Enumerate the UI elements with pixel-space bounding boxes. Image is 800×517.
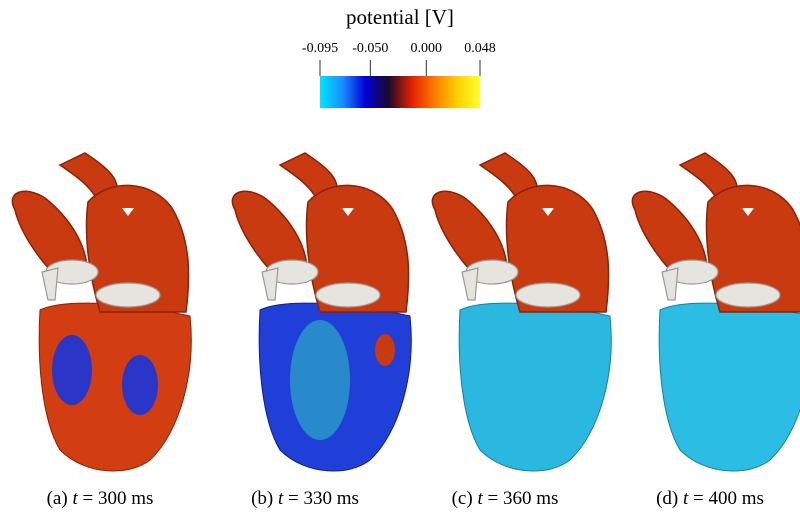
caption-label: (c) — [452, 488, 473, 509]
caption-time: = 300 ms — [82, 488, 153, 509]
caption-symbol: t — [683, 488, 689, 509]
caption-label: (b) — [251, 488, 273, 509]
caption-symbol: t — [72, 488, 78, 509]
caption: (c) t = 360 ms — [452, 488, 559, 509]
captions: (a) t = 300 ms (b) t = 330 ms (c) t = 360 … — [47, 488, 764, 509]
colorbar-tick-label: -0.095 — [302, 41, 338, 56]
caption-symbol: t — [477, 488, 483, 509]
colorbar-title: potential [V] — [346, 5, 454, 29]
caption: (d) t = 400 ms — [656, 488, 764, 509]
colorbar-tick-label: -0.050 — [352, 41, 388, 56]
heart-c — [431, 152, 612, 472]
heart-d — [631, 152, 800, 472]
caption-label: (d) — [656, 488, 678, 509]
heart-b — [231, 152, 412, 472]
caption-symbol: t — [278, 488, 284, 509]
caption-label: (a) — [47, 488, 68, 509]
caption: (a) t = 300 ms — [47, 488, 154, 509]
caption-time: = 330 ms — [288, 488, 359, 509]
caption: (b) t = 330 ms — [251, 488, 359, 509]
colorbar — [320, 76, 480, 108]
colorbar-tick-label: 0.048 — [464, 41, 496, 56]
caption-time: = 360 ms — [487, 488, 558, 509]
caption-time: = 400 ms — [693, 488, 764, 509]
heart-a — [11, 152, 192, 472]
colorbar-tick-label: 0.000 — [411, 41, 443, 56]
